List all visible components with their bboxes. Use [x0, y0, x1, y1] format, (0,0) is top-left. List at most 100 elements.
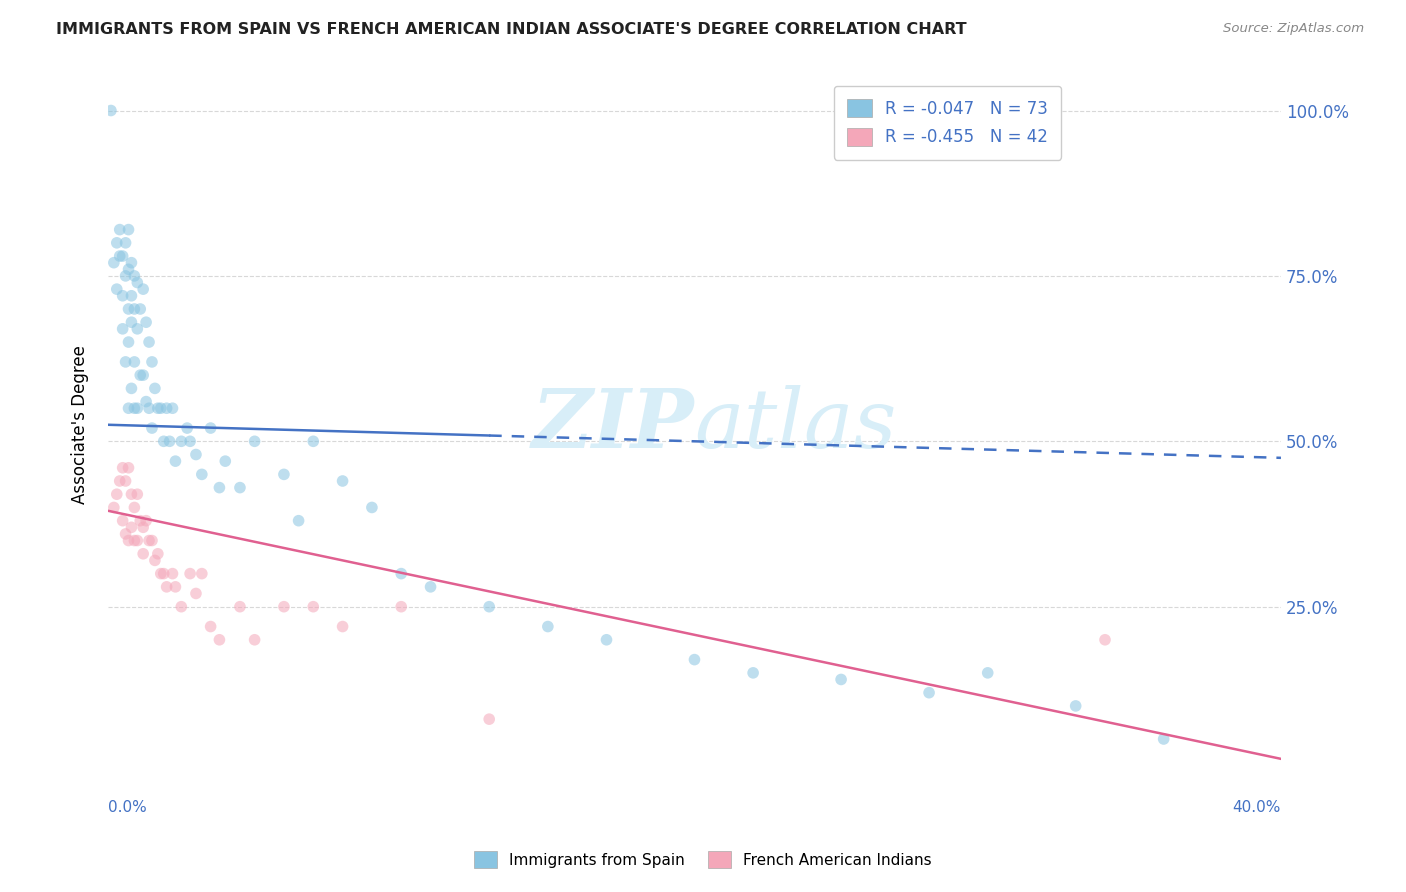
Point: [114, 355, 136, 369]
Point: [170, 434, 193, 449]
Point: [149, 566, 172, 581]
Point: [114, 474, 136, 488]
Point: [742, 665, 765, 680]
Point: [124, 355, 146, 369]
Point: [120, 381, 142, 395]
Point: [135, 394, 157, 409]
Point: [100, 103, 122, 118]
Point: [120, 487, 142, 501]
Point: [108, 249, 131, 263]
Point: [138, 533, 160, 548]
Point: [111, 289, 134, 303]
Point: [146, 401, 169, 416]
Point: [184, 586, 207, 600]
Point: [1094, 632, 1116, 647]
Point: [103, 255, 125, 269]
Point: [156, 401, 179, 416]
Point: [111, 249, 134, 263]
Point: [127, 401, 149, 416]
Point: [117, 334, 139, 349]
Point: [1064, 698, 1087, 713]
Point: [111, 322, 134, 336]
Point: [114, 268, 136, 283]
Point: [200, 619, 222, 633]
Point: [141, 533, 163, 548]
Point: [129, 368, 152, 383]
Point: [332, 474, 354, 488]
Text: 0.0%: 0.0%: [108, 800, 146, 815]
Point: [208, 481, 231, 495]
Point: [478, 712, 501, 726]
Point: [108, 474, 131, 488]
Point: [208, 632, 231, 647]
Point: [162, 401, 184, 416]
Point: [191, 566, 214, 581]
Point: [179, 434, 201, 449]
Point: [159, 434, 181, 449]
Text: ZIP: ZIP: [531, 384, 695, 465]
Point: [149, 401, 172, 416]
Point: [302, 599, 325, 614]
Point: [332, 619, 354, 633]
Point: [165, 580, 187, 594]
Point: [117, 460, 139, 475]
Point: [229, 599, 252, 614]
Point: [179, 566, 201, 581]
Text: IMMIGRANTS FROM SPAIN VS FRENCH AMERICAN INDIAN ASSOCIATE'S DEGREE CORRELATION C: IMMIGRANTS FROM SPAIN VS FRENCH AMERICAN…: [56, 22, 967, 37]
Point: [124, 401, 146, 416]
Point: [537, 619, 560, 633]
Point: [419, 580, 441, 594]
Point: [117, 262, 139, 277]
Point: [229, 481, 252, 495]
Point: [124, 500, 146, 515]
Point: [111, 514, 134, 528]
Legend: Immigrants from Spain, French American Indians: Immigrants from Spain, French American I…: [467, 844, 939, 875]
Point: [156, 580, 179, 594]
Point: [184, 448, 207, 462]
Point: [1153, 731, 1175, 746]
Point: [120, 315, 142, 329]
Point: [977, 665, 1000, 680]
Point: [129, 301, 152, 316]
Point: [918, 686, 941, 700]
Point: [132, 547, 155, 561]
Point: [120, 520, 142, 534]
Point: [127, 322, 149, 336]
Point: [143, 553, 166, 567]
Point: [132, 368, 155, 383]
Point: [191, 467, 214, 482]
Point: [141, 421, 163, 435]
Point: [127, 276, 149, 290]
Point: [114, 527, 136, 541]
Point: [683, 652, 706, 666]
Point: [135, 315, 157, 329]
Point: [170, 599, 193, 614]
Point: [389, 599, 412, 614]
Text: atlas: atlas: [695, 384, 897, 465]
Point: [176, 421, 198, 435]
Point: [127, 487, 149, 501]
Point: [124, 301, 146, 316]
Point: [273, 599, 295, 614]
Point: [830, 673, 852, 687]
Point: [214, 454, 236, 468]
Point: [117, 222, 139, 236]
Point: [120, 255, 142, 269]
Point: [105, 282, 128, 296]
Y-axis label: Associate's Degree: Associate's Degree: [72, 345, 89, 504]
Point: [273, 467, 295, 482]
Point: [117, 301, 139, 316]
Point: [105, 235, 128, 250]
Point: [478, 599, 501, 614]
Point: [108, 222, 131, 236]
Point: [389, 566, 412, 581]
Point: [243, 632, 266, 647]
Point: [127, 533, 149, 548]
Text: 40.0%: 40.0%: [1233, 800, 1281, 815]
Point: [105, 487, 128, 501]
Point: [132, 282, 155, 296]
Point: [132, 520, 155, 534]
Point: [361, 500, 384, 515]
Point: [124, 533, 146, 548]
Point: [243, 434, 266, 449]
